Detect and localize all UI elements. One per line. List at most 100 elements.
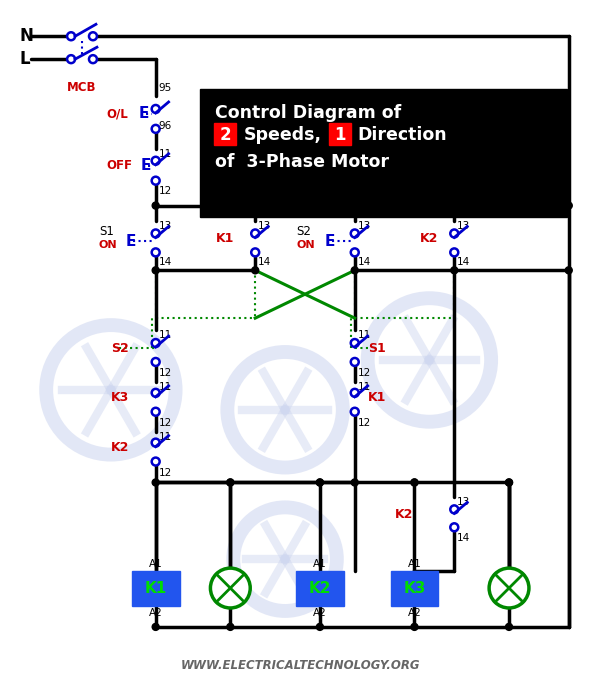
Circle shape — [152, 176, 160, 185]
Circle shape — [351, 408, 359, 416]
Circle shape — [451, 267, 458, 274]
Text: K1: K1 — [215, 232, 234, 245]
Text: 13: 13 — [358, 220, 371, 230]
Text: Direction: Direction — [358, 126, 448, 144]
Circle shape — [152, 339, 160, 347]
Circle shape — [152, 157, 160, 164]
Text: OFF: OFF — [106, 159, 132, 172]
Circle shape — [451, 202, 458, 209]
Circle shape — [89, 55, 97, 63]
Text: A1: A1 — [407, 559, 421, 569]
Circle shape — [227, 479, 234, 486]
Text: 11: 11 — [158, 330, 172, 340]
Text: 12: 12 — [358, 418, 371, 428]
Text: 14: 14 — [457, 258, 470, 267]
Text: 12: 12 — [158, 186, 172, 196]
Circle shape — [152, 624, 159, 631]
Circle shape — [351, 339, 359, 347]
Circle shape — [351, 389, 359, 397]
Circle shape — [506, 479, 512, 486]
Circle shape — [411, 479, 418, 486]
Text: A2: A2 — [149, 608, 163, 618]
Circle shape — [351, 267, 358, 274]
Circle shape — [152, 479, 159, 486]
Circle shape — [252, 202, 259, 209]
Circle shape — [316, 624, 323, 631]
Text: K3: K3 — [111, 391, 129, 405]
Text: K3: K3 — [403, 581, 425, 596]
FancyBboxPatch shape — [214, 123, 236, 145]
Text: 11: 11 — [358, 382, 371, 392]
Circle shape — [351, 358, 359, 366]
Circle shape — [152, 267, 159, 274]
Text: 96: 96 — [158, 121, 172, 131]
Text: 11: 11 — [158, 149, 172, 159]
Text: 14: 14 — [158, 258, 172, 267]
Text: 11: 11 — [158, 382, 172, 392]
Circle shape — [351, 202, 358, 209]
Text: E: E — [141, 158, 151, 173]
Text: K2: K2 — [308, 581, 331, 596]
FancyBboxPatch shape — [296, 571, 344, 606]
Text: O/L: O/L — [106, 107, 128, 120]
Text: E: E — [126, 234, 136, 249]
Text: 11: 11 — [358, 330, 371, 340]
Circle shape — [152, 202, 159, 209]
Text: S2: S2 — [111, 342, 128, 354]
Circle shape — [351, 479, 358, 486]
Text: 11: 11 — [158, 432, 172, 442]
Text: 2: 2 — [220, 126, 231, 144]
Circle shape — [451, 248, 458, 256]
Text: K1: K1 — [368, 391, 386, 405]
Circle shape — [67, 32, 75, 40]
Circle shape — [565, 267, 572, 274]
Circle shape — [152, 408, 160, 416]
Text: E: E — [139, 106, 149, 121]
Text: 13: 13 — [158, 220, 172, 230]
Circle shape — [152, 230, 160, 237]
Circle shape — [252, 267, 259, 274]
Text: 12: 12 — [158, 418, 172, 428]
Text: of  3-Phase Motor: of 3-Phase Motor — [215, 153, 389, 171]
Text: ON: ON — [296, 240, 314, 251]
Text: 12: 12 — [158, 368, 172, 378]
Text: K2: K2 — [111, 441, 129, 454]
Circle shape — [451, 524, 458, 531]
Text: K2: K2 — [419, 232, 438, 245]
Text: 14: 14 — [258, 258, 271, 267]
Text: S1: S1 — [99, 225, 114, 238]
Circle shape — [152, 389, 160, 397]
Circle shape — [411, 479, 418, 486]
Circle shape — [152, 439, 160, 447]
Circle shape — [227, 479, 234, 486]
Circle shape — [451, 230, 458, 237]
Circle shape — [411, 624, 418, 631]
Circle shape — [489, 568, 529, 608]
Text: 12: 12 — [358, 368, 371, 378]
Text: Speeds,: Speeds, — [243, 126, 321, 144]
Text: A1: A1 — [149, 559, 163, 569]
Text: N: N — [19, 27, 33, 46]
Text: 13: 13 — [457, 220, 470, 230]
Circle shape — [211, 568, 250, 608]
Circle shape — [152, 105, 160, 113]
Circle shape — [506, 624, 512, 631]
Text: 95: 95 — [158, 83, 172, 93]
Text: S2: S2 — [296, 225, 311, 238]
Circle shape — [316, 479, 323, 486]
Circle shape — [152, 248, 160, 256]
Circle shape — [152, 125, 160, 133]
Text: A1: A1 — [313, 559, 327, 569]
Text: A2: A2 — [407, 608, 421, 618]
FancyBboxPatch shape — [391, 571, 439, 606]
Text: 14: 14 — [457, 533, 470, 543]
Text: K1: K1 — [145, 581, 167, 596]
Text: Control Diagram of: Control Diagram of — [215, 104, 401, 122]
Circle shape — [89, 32, 97, 40]
Circle shape — [565, 202, 572, 209]
Circle shape — [152, 358, 160, 366]
FancyBboxPatch shape — [200, 89, 567, 216]
Circle shape — [451, 505, 458, 513]
Text: 12: 12 — [158, 468, 172, 477]
Text: K2: K2 — [395, 508, 413, 521]
